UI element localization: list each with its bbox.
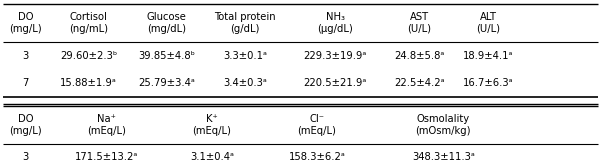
Text: 158.3±6.2ᵃ: 158.3±6.2ᵃ: [288, 152, 346, 162]
Text: 3.1±0.4ᵃ: 3.1±0.4ᵃ: [190, 152, 234, 162]
Text: 15.88±1.9ᵃ: 15.88±1.9ᵃ: [60, 78, 117, 88]
Text: Cl⁻
(mEq/L): Cl⁻ (mEq/L): [297, 114, 337, 136]
Text: NH₃
(µg/dL): NH₃ (µg/dL): [317, 12, 353, 34]
Text: Total protein
(g/dL): Total protein (g/dL): [214, 12, 276, 34]
Text: 22.5±4.2ᵃ: 22.5±4.2ᵃ: [394, 78, 445, 88]
Text: 24.8±5.8ᵃ: 24.8±5.8ᵃ: [394, 51, 444, 60]
Text: 220.5±21.9ᵃ: 220.5±21.9ᵃ: [304, 78, 367, 88]
Text: 3: 3: [22, 51, 29, 60]
Text: 3: 3: [22, 152, 29, 162]
Text: DO
(mg/L): DO (mg/L): [9, 12, 42, 34]
Text: ALT
(U/L): ALT (U/L): [477, 12, 500, 34]
Text: 29.60±2.3ᵇ: 29.60±2.3ᵇ: [60, 51, 117, 60]
Text: 171.5±13.2ᵃ: 171.5±13.2ᵃ: [75, 152, 138, 162]
Text: 25.79±3.4ᵃ: 25.79±3.4ᵃ: [138, 78, 195, 88]
Text: K⁺
(mEq/L): K⁺ (mEq/L): [192, 114, 231, 136]
Text: 229.3±19.9ᵃ: 229.3±19.9ᵃ: [304, 51, 367, 60]
Text: 39.85±4.8ᵇ: 39.85±4.8ᵇ: [138, 51, 195, 60]
Text: 18.9±4.1ᵃ: 18.9±4.1ᵃ: [463, 51, 514, 60]
Text: 7: 7: [22, 78, 29, 88]
Text: Osmolality
(mOsm/kg): Osmolality (mOsm/kg): [415, 114, 471, 136]
Text: DO
(mg/L): DO (mg/L): [9, 114, 42, 136]
Text: AST
(U/L): AST (U/L): [407, 12, 431, 34]
Text: 3.4±0.3ᵃ: 3.4±0.3ᵃ: [223, 78, 267, 88]
Text: Na⁺
(mEq/L): Na⁺ (mEq/L): [87, 114, 126, 136]
Text: 16.7±6.3ᵃ: 16.7±6.3ᵃ: [463, 78, 514, 88]
Text: 3.3±0.1ᵃ: 3.3±0.1ᵃ: [223, 51, 267, 60]
Text: Glucose
(mg/dL): Glucose (mg/dL): [147, 12, 187, 34]
Text: 348.3±11.3ᵃ: 348.3±11.3ᵃ: [412, 152, 475, 162]
Text: Cortisol
(ng/mL): Cortisol (ng/mL): [69, 12, 108, 34]
